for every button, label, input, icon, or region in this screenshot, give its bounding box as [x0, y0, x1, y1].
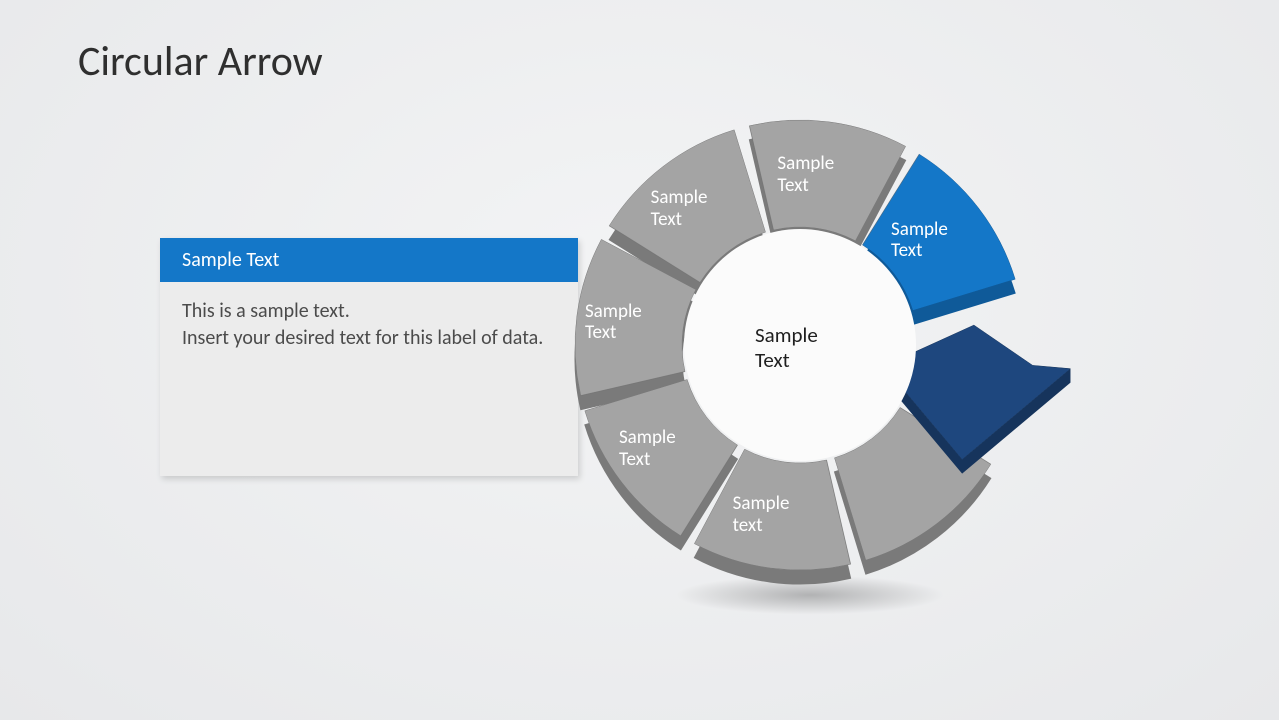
circular-arrow-diagram: [0, 0, 1279, 720]
center-label: Sample Text: [755, 323, 818, 373]
slide-canvas: Circular Arrow Sample Text This is a sam…: [0, 0, 1279, 720]
